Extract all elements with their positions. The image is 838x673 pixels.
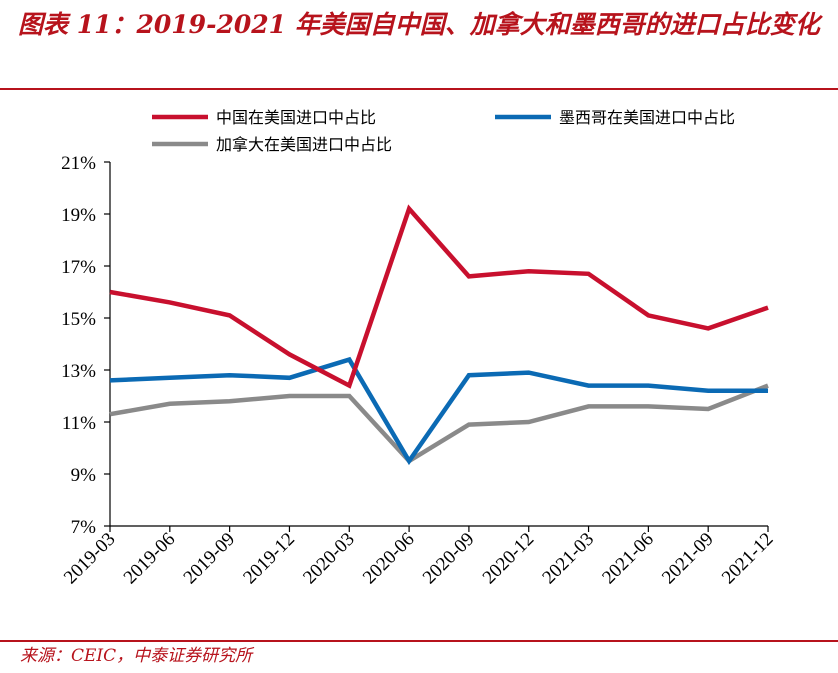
x-tick-label: 2021-09 xyxy=(658,529,718,589)
y-tick-label: 7% xyxy=(71,517,97,538)
y-tick-label: 13% xyxy=(61,361,96,382)
figure-title: 图表 11：2019-2021 年美国自中国、加拿大和墨西哥的进口占比变化 xyxy=(18,10,820,39)
series-line-1 xyxy=(109,356,768,466)
series-lines xyxy=(109,204,769,466)
x-tick-label: 2021-06 xyxy=(598,529,658,589)
source-divider xyxy=(0,640,838,642)
x-tick-label: 2021-12 xyxy=(718,529,778,589)
x-tick-label: 2019-09 xyxy=(180,529,240,589)
x-tick-label: 2020-12 xyxy=(479,529,539,589)
y-tick-label: 17% xyxy=(61,257,96,278)
y-tick-label: 9% xyxy=(71,465,97,486)
legend-label: 中国在美国进口中占比 xyxy=(216,108,376,127)
x-tick-label: 2020-09 xyxy=(419,529,479,589)
legend-label: 墨西哥在美国进口中占比 xyxy=(559,108,735,127)
x-tick-label: 2021-03 xyxy=(538,529,598,589)
y-tick-label: 21% xyxy=(61,153,96,174)
y-tick-label: 15% xyxy=(61,309,96,330)
x-tick-label: 2020-06 xyxy=(359,529,419,589)
series-line-0 xyxy=(109,204,769,389)
x-tick-label: 2019-12 xyxy=(239,529,299,589)
source-note: 来源：CEIC，中泰证券研究所 xyxy=(20,646,253,666)
x-tick-label: 2019-06 xyxy=(120,529,180,589)
x-tick-label: 2020-03 xyxy=(299,529,359,589)
title-divider xyxy=(0,88,838,90)
y-tick-label: 19% xyxy=(61,205,96,226)
series-line-2 xyxy=(109,383,769,464)
y-tick-label: 11% xyxy=(62,413,96,434)
legend-label: 加拿大在美国进口中占比 xyxy=(216,135,392,154)
